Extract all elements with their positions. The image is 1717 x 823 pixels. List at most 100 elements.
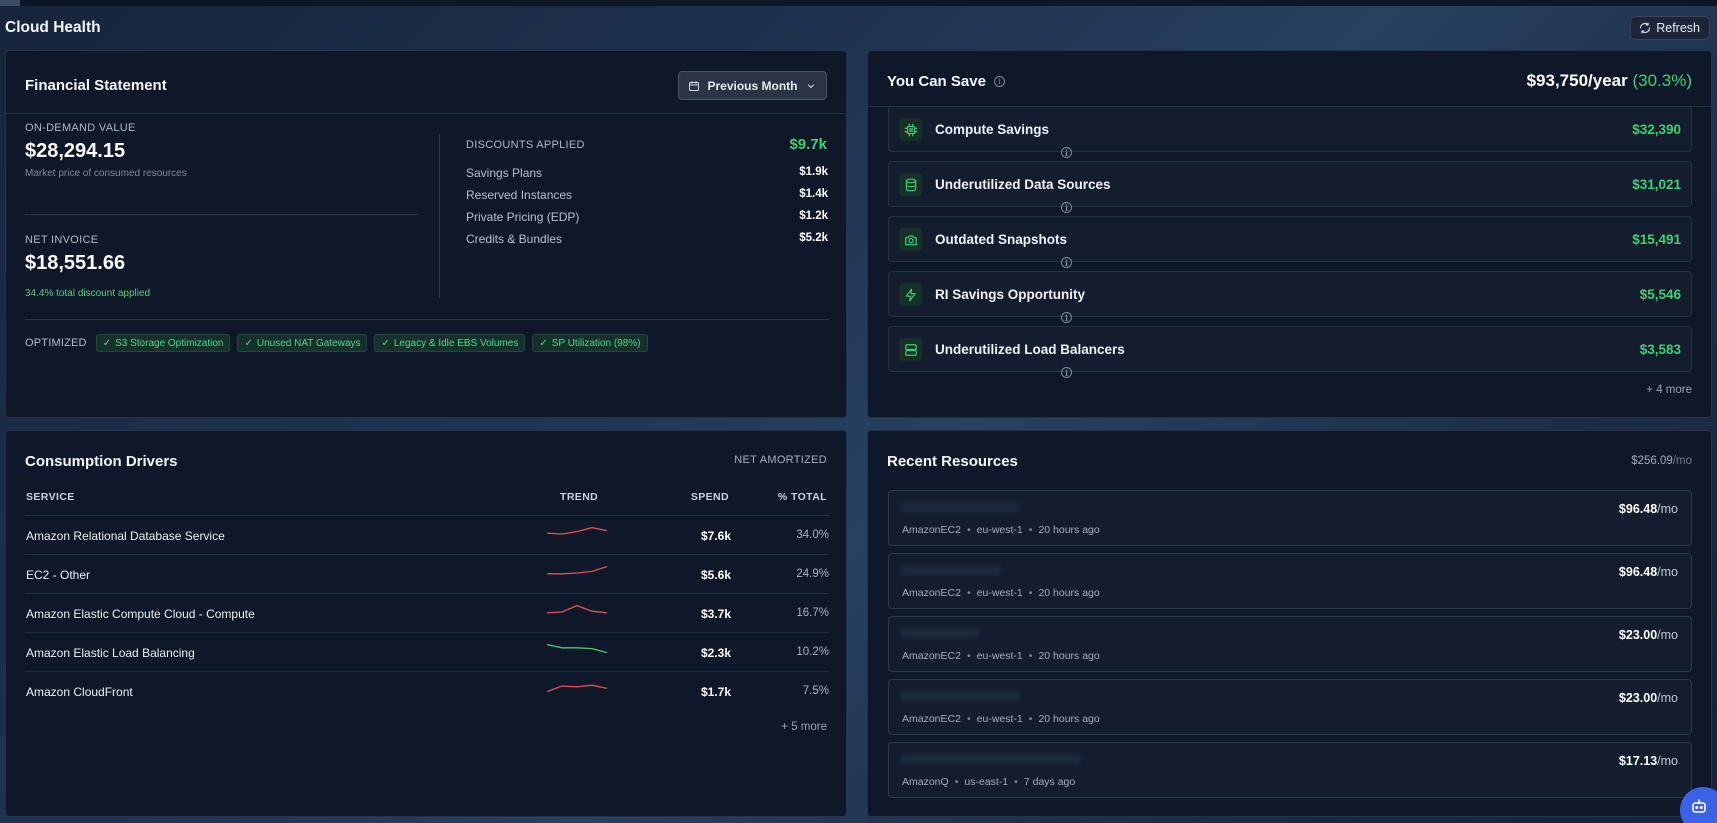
savings-item[interactable]: Outdated Snapshots i $15,491 bbox=[888, 216, 1692, 268]
resource-age: 20 hours ago bbox=[1038, 524, 1100, 536]
pct-value: 7.5% bbox=[802, 685, 829, 697]
refresh-icon bbox=[1640, 22, 1651, 34]
resource-name-redacted bbox=[901, 754, 1081, 764]
savings-item-name: Outdated Snapshots bbox=[935, 232, 1068, 247]
recent-resources-card: Recent Resources $256.09/mo AmazonEC2 • eu… bbox=[867, 430, 1712, 817]
spend-value: $7.6k bbox=[700, 529, 731, 543]
resource-region: eu-west-1 bbox=[976, 713, 1023, 725]
resource-service: AmazonQ bbox=[902, 776, 949, 788]
recent-total-unit: /mo bbox=[1672, 455, 1692, 467]
savings-more-link[interactable]: + 4 more bbox=[1646, 384, 1692, 396]
resource-age: 20 hours ago bbox=[1038, 587, 1100, 599]
refresh-label: Refresh bbox=[1656, 21, 1700, 35]
separator: • bbox=[1028, 650, 1033, 662]
optimized-label: OPTIMIZED bbox=[25, 337, 87, 349]
camera-icon bbox=[899, 228, 922, 251]
check-icon: ✓ bbox=[539, 337, 548, 349]
optimized-row: OPTIMIZED ✓ S3 Storage Optimization ✓ Unus… bbox=[25, 334, 648, 352]
table-row[interactable]: Amazon Relational Database Service $7.6k… bbox=[25, 515, 829, 554]
separator: • bbox=[954, 776, 959, 788]
discount-name: Credits & Bundles bbox=[466, 232, 563, 246]
savings-item-amount: $3,583 bbox=[1639, 342, 1681, 357]
savings-item-amount: $31,021 bbox=[1632, 177, 1681, 192]
resource-cost-value: $96.48 bbox=[1618, 502, 1658, 516]
consumption-more-link[interactable]: + 5 more bbox=[781, 721, 827, 733]
info-icon[interactable]: i bbox=[1061, 257, 1072, 268]
resource-service: AmazonEC2 bbox=[902, 713, 961, 725]
info-icon[interactable]: i bbox=[1061, 202, 1072, 213]
trend-sparkline bbox=[546, 684, 608, 693]
resource-region: eu-west-1 bbox=[976, 524, 1023, 536]
trend-sparkline bbox=[546, 526, 608, 535]
on-demand-note: Market price of consumed resources bbox=[25, 168, 187, 179]
on-demand-label: ON-DEMAND VALUE bbox=[25, 122, 136, 134]
top-bar-tab[interactable] bbox=[0, 0, 20, 6]
savings-item-amount: $15,491 bbox=[1632, 232, 1681, 247]
resource-region: eu-west-1 bbox=[976, 587, 1023, 599]
info-icon[interactable]: i bbox=[1061, 147, 1072, 158]
savings-item[interactable]: Underutilized Data Sources i $31,021 bbox=[888, 161, 1692, 213]
info-icon[interactable]: i bbox=[1061, 312, 1072, 323]
resource-name-redacted bbox=[901, 502, 1019, 512]
resource-name-redacted bbox=[901, 628, 979, 638]
check-icon: ✓ bbox=[381, 337, 390, 349]
info-icon[interactable]: i bbox=[1061, 367, 1072, 378]
savings-item[interactable]: RI Savings Opportunity i $5,546 bbox=[888, 271, 1692, 323]
discounts-label: DISCOUNTS APPLIED bbox=[466, 139, 585, 151]
lightning-icon bbox=[899, 283, 922, 306]
savings-item[interactable]: Compute Savings i $32,390 bbox=[888, 106, 1692, 158]
savings-percent: (30.3%) bbox=[1632, 71, 1692, 90]
service-name: Amazon Relational Database Service bbox=[26, 529, 225, 543]
separator: • bbox=[1028, 713, 1033, 725]
period-dropdown[interactable]: Previous Month bbox=[678, 71, 827, 100]
optimized-chip: ✓ Legacy & Idle EBS Volumes bbox=[374, 334, 526, 352]
resource-cost: $23.00/mo bbox=[1619, 691, 1678, 705]
trend-sparkline bbox=[546, 643, 608, 654]
spend-header: SPEND bbox=[690, 491, 729, 503]
resource-meta: AmazonEC2 • eu-west-1 • 20 hours ago bbox=[902, 524, 1100, 536]
resource-item[interactable]: AmazonEC2 • eu-west-1 • 20 hours ago $23.00/… bbox=[888, 679, 1692, 735]
resource-meta: AmazonEC2 • eu-west-1 • 20 hours ago bbox=[902, 713, 1100, 725]
discount-name: Reserved Instances bbox=[466, 188, 573, 202]
separator: • bbox=[966, 524, 971, 536]
optimized-chip: ✓ S3 Storage Optimization bbox=[95, 334, 231, 352]
net-amortized-label: NET AMORTIZED bbox=[734, 454, 827, 466]
trend-sparkline bbox=[546, 604, 608, 614]
recent-total-value: $256.09 bbox=[1631, 455, 1673, 467]
separator: • bbox=[1028, 524, 1033, 536]
resource-item[interactable]: AmazonEC2 • eu-west-1 • 20 hours ago $96.48/… bbox=[888, 553, 1692, 609]
table-row[interactable]: Amazon Elastic Compute Cloud - Compute $… bbox=[25, 593, 829, 632]
on-demand-value: $28,294.15 bbox=[25, 140, 126, 162]
assistant-bot-button[interactable] bbox=[1680, 787, 1717, 823]
separator: • bbox=[1028, 587, 1033, 599]
resource-cost-value: $17.13 bbox=[1618, 754, 1658, 768]
discount-row: Private Pricing (EDP) $1.2k bbox=[466, 210, 828, 224]
table-row[interactable]: Amazon CloudFront $1.7k 7.5% bbox=[25, 671, 829, 710]
resource-service: AmazonEC2 bbox=[902, 650, 961, 662]
separator: • bbox=[966, 587, 971, 599]
savings-item[interactable]: Underutilized Load Balancers i $3,583 bbox=[888, 326, 1692, 378]
resource-item[interactable]: AmazonQ • us-east-1 • 7 days ago $17.13/mo bbox=[888, 742, 1692, 798]
robot-icon bbox=[1692, 799, 1706, 813]
resource-region: us-east-1 bbox=[964, 776, 1009, 788]
discount-value: $1.9k bbox=[799, 166, 828, 178]
savings-item-amount: $32,390 bbox=[1632, 122, 1681, 137]
savings-title: You Can Save bbox=[887, 73, 986, 90]
resource-cost: $96.48/mo bbox=[1619, 502, 1678, 516]
info-icon[interactable]: i bbox=[994, 76, 1005, 87]
pct-value: 10.2% bbox=[796, 646, 829, 658]
spend-value: $2.3k bbox=[700, 646, 731, 660]
resource-meta: AmazonEC2 • eu-west-1 • 20 hours ago bbox=[902, 587, 1100, 599]
chip-label: Unused NAT Gateways bbox=[256, 337, 361, 349]
resource-item[interactable]: AmazonEC2 • eu-west-1 • 20 hours ago $23.00/… bbox=[888, 616, 1692, 672]
resource-meta: AmazonQ • us-east-1 • 7 days ago bbox=[902, 776, 1075, 788]
refresh-button[interactable]: Refresh bbox=[1630, 16, 1710, 40]
resource-cost-unit: /mo bbox=[1657, 754, 1678, 768]
resource-cost-value: $23.00 bbox=[1618, 628, 1658, 642]
pct-value: 34.0% bbox=[796, 529, 829, 541]
resource-cost-value: $96.48 bbox=[1618, 565, 1658, 579]
table-row[interactable]: Amazon Elastic Load Balancing $2.3k 10.2… bbox=[25, 632, 829, 671]
resource-item[interactable]: AmazonEC2 • eu-west-1 • 20 hours ago $96.48/… bbox=[888, 490, 1692, 546]
table-row[interactable]: EC2 - Other $5.6k 24.9% bbox=[25, 554, 829, 593]
chip-label: Legacy & Idle EBS Volumes bbox=[393, 337, 519, 349]
